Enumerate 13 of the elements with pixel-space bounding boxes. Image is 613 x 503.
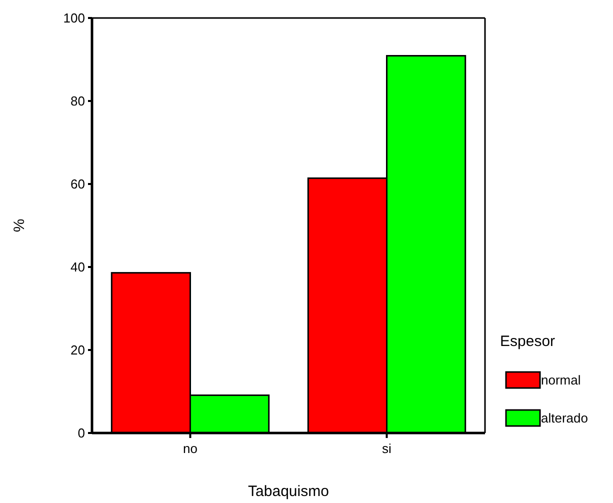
y-tick-label: 0 bbox=[78, 426, 85, 441]
y-tick-label: 40 bbox=[70, 260, 85, 275]
legend-label: normal bbox=[541, 372, 581, 388]
y-axis-title: % bbox=[11, 218, 28, 232]
x-tick-label: si bbox=[382, 441, 392, 456]
legend-title: Espesor bbox=[500, 333, 556, 350]
y-tick-label: 20 bbox=[70, 342, 85, 358]
legend-label: alterado bbox=[541, 410, 588, 426]
x-tick-label: no bbox=[183, 441, 198, 456]
x-axis-title: Tabaquismo bbox=[248, 483, 329, 500]
y-tick-label: 80 bbox=[70, 94, 85, 109]
y-tick-label: 60 bbox=[70, 176, 85, 192]
y-tick-label: 100 bbox=[63, 10, 85, 26]
